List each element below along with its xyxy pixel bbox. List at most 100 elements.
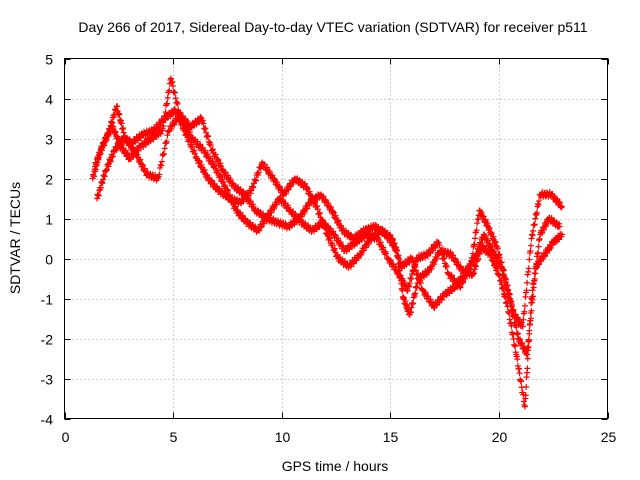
x-axis-label: GPS time / hours (282, 458, 389, 474)
data-point (217, 173, 224, 180)
data-point (242, 195, 249, 202)
data-point (294, 213, 301, 220)
x-tick-label: 15 (383, 429, 399, 445)
data-point (386, 231, 393, 238)
y-tick-label: 1 (45, 212, 53, 228)
data-point (276, 184, 283, 191)
data-point (334, 235, 341, 242)
data-point (212, 162, 219, 169)
data-point (183, 130, 190, 137)
data-point (293, 176, 300, 183)
data-point (285, 204, 292, 211)
data-point (323, 230, 330, 237)
data-point (169, 78, 176, 85)
data-point (521, 308, 528, 315)
data-point (527, 247, 534, 254)
data-point (321, 199, 328, 206)
data-point (556, 223, 563, 230)
y-tick-label: -2 (41, 332, 54, 348)
data-point (168, 125, 175, 132)
data-point (456, 279, 463, 286)
data-point (443, 263, 450, 270)
y-tick-label: -1 (41, 292, 54, 308)
data-point (263, 216, 270, 223)
data-point (406, 280, 413, 287)
data-point (521, 302, 528, 309)
data-point (432, 244, 439, 251)
data-point (525, 336, 532, 343)
data-point (174, 100, 181, 107)
data-point (271, 205, 278, 212)
data-point (534, 249, 541, 256)
data-point (345, 264, 352, 271)
y-axis-label: SDTVAR / TECUs (7, 182, 23, 294)
data-point (387, 257, 394, 264)
data-point (250, 184, 257, 191)
data-point (209, 146, 216, 153)
data-point (410, 300, 417, 307)
data-point (176, 114, 183, 121)
data-point (527, 315, 534, 322)
data-point (415, 271, 422, 278)
data-point (204, 132, 211, 139)
data-point (172, 89, 179, 96)
data-point (448, 272, 455, 279)
data-point (217, 160, 224, 167)
data-point (95, 192, 102, 199)
data-point (330, 209, 337, 216)
data-point (250, 203, 257, 210)
data-point (377, 239, 384, 246)
data-point (258, 224, 265, 231)
data-point (558, 204, 565, 211)
data-point (247, 190, 254, 197)
data-point (274, 179, 281, 186)
data-point (494, 245, 501, 252)
data-point (508, 322, 515, 329)
data-point (273, 201, 280, 208)
data-point (137, 156, 144, 163)
data-point (196, 158, 203, 165)
data-point (436, 242, 443, 249)
data-point (221, 182, 228, 189)
data-point (511, 313, 518, 320)
data-point (520, 316, 527, 323)
y-tick-label: 2 (45, 172, 53, 188)
data-point (237, 209, 244, 216)
data-point (431, 261, 438, 268)
data-point (329, 242, 336, 249)
data-point (350, 260, 357, 267)
data-point (316, 209, 323, 216)
data-point (332, 231, 339, 238)
data-point (530, 284, 537, 291)
data-point (558, 231, 565, 238)
data-point (168, 79, 175, 86)
data-point (447, 248, 454, 255)
data-point (201, 166, 208, 173)
data-point (215, 157, 222, 164)
data-point (530, 293, 537, 300)
y-tick-label: 0 (45, 252, 53, 268)
series-track-c (94, 106, 565, 358)
data-point (523, 287, 530, 294)
data-point (439, 251, 446, 258)
data-point (191, 150, 198, 157)
data-point (208, 177, 215, 184)
data-point (116, 111, 123, 118)
data-point (531, 275, 538, 282)
data-point (311, 198, 318, 205)
data-point (186, 129, 193, 136)
data-point (156, 171, 163, 178)
y-tick-label: -3 (41, 372, 54, 388)
data-point (200, 168, 207, 175)
data-point (395, 268, 402, 275)
data-point (203, 129, 210, 136)
data-point (164, 100, 171, 107)
data-point (171, 121, 178, 128)
data-point (526, 330, 533, 337)
data-point (412, 290, 419, 297)
data-point (152, 127, 159, 134)
data-point (554, 195, 561, 202)
data-point (556, 199, 563, 206)
data-point (387, 258, 394, 265)
